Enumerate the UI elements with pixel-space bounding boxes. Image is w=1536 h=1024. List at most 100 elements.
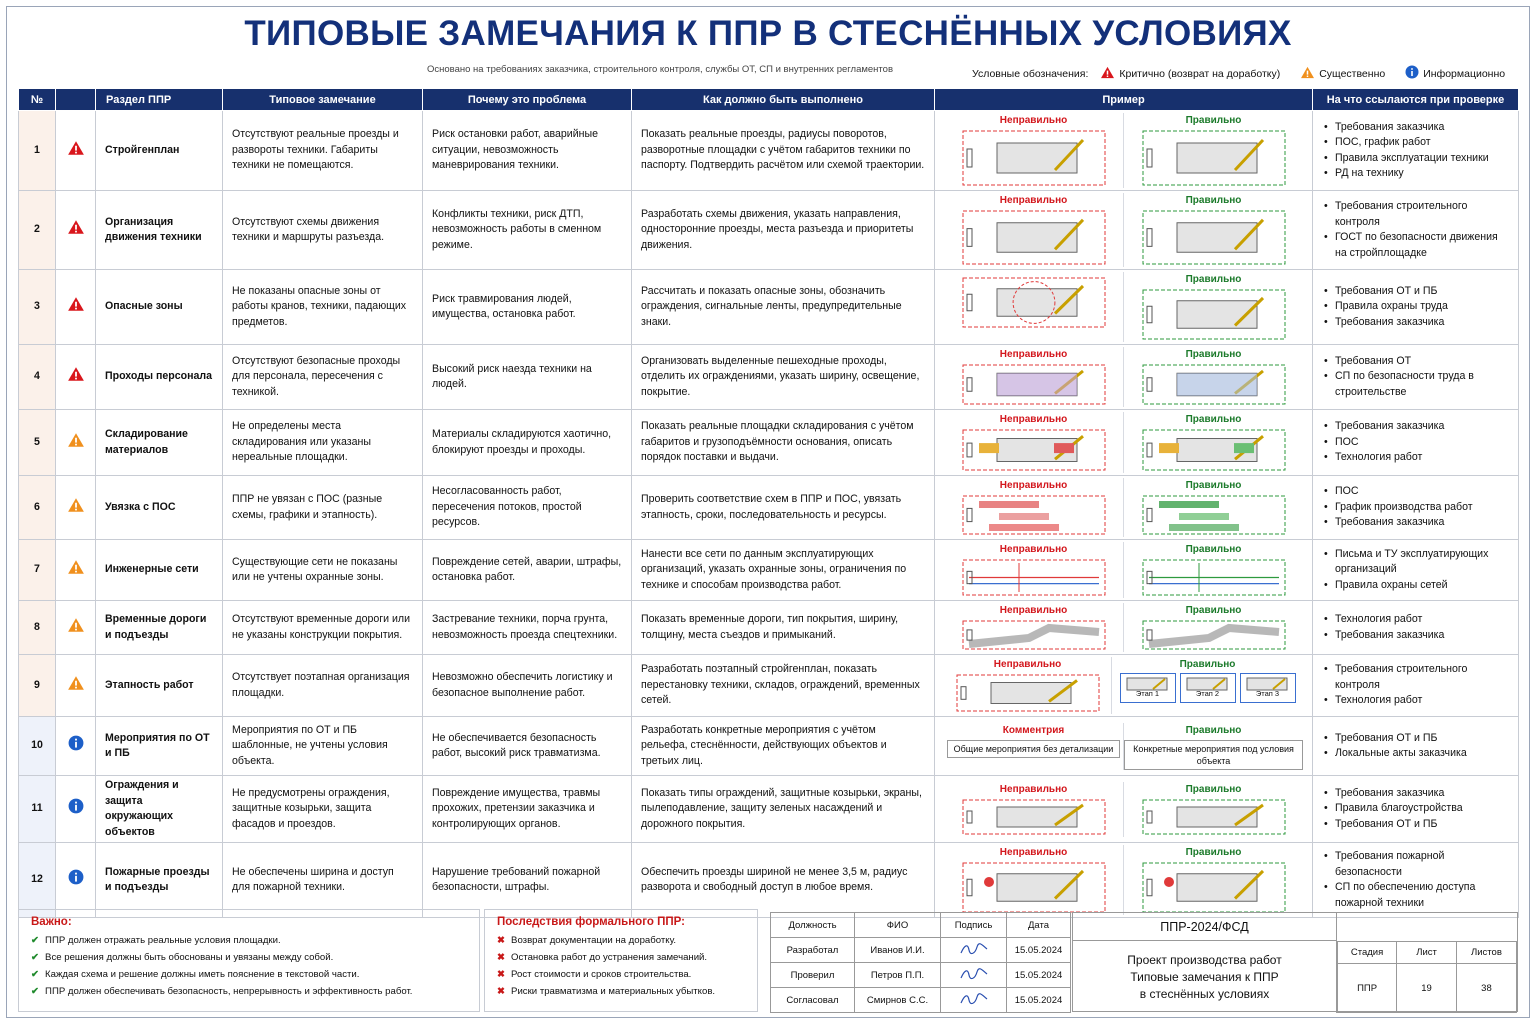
signature-row: Разработал Иванов И.И. 15.05.2024 — [770, 937, 1071, 963]
page-subtitle: Основано на требованиях заказчика, строи… — [427, 64, 893, 75]
row-number: 11 — [18, 775, 56, 843]
important-title: Важно: — [31, 916, 72, 928]
important-list: ✔ ППР должен отражать реальные условия пл… — [31, 932, 467, 1000]
problem-text: Материалы складируются хаотично, блокиру… — [422, 409, 632, 476]
consequences-title-a: Последствия формального — [497, 916, 658, 928]
col-header-example: Пример — [934, 88, 1313, 111]
problem-text: Не обеспечивается безопасность работ, вы… — [422, 716, 632, 776]
important-item-text: ППР должен отражать реальные условия пло… — [45, 935, 281, 946]
example-good: Правильно — [1124, 347, 1303, 407]
sig-name: Смирнов С.С. — [854, 987, 941, 1013]
references-cell: Требования заказчикаПОС, график работПра… — [1312, 110, 1519, 191]
example-good-label: Правильно — [1185, 724, 1242, 736]
reference-item: Правила охраны труда — [1322, 299, 1509, 315]
example-bad-label: Неправильно — [999, 847, 1068, 858]
section-name: Этапность работ — [95, 654, 223, 717]
table-row: 5 Складирование материалов Не определены м… — [18, 409, 1519, 476]
signature-row: Согласовал Смирнов С.С. 15.05.2024 — [770, 987, 1071, 1013]
reference-item: Требования ОТ и ПБ — [1322, 284, 1509, 300]
example-bad-label: Неправильно — [999, 195, 1068, 206]
document-name: Проект производства работ Типовые замеча… — [1073, 941, 1337, 1013]
sig-header-role: Должность — [770, 912, 855, 938]
info-blue-icon — [68, 869, 84, 888]
info-blue-icon — [68, 735, 84, 754]
example-bad-label: Неправильно — [999, 349, 1068, 360]
solution-text: Проверить соответствие схем в ППР и ПОС,… — [631, 475, 935, 540]
example-cell: Неправильно Правильно — [934, 110, 1313, 191]
important-block: Важно: ✔ ППР должен отражать реальные усл… — [18, 909, 480, 1012]
consequences-title: Последствия формального ППР: — [497, 916, 745, 928]
document-name-line: Типовые замечания к ППР — [1130, 969, 1279, 984]
warning-orange-icon — [67, 498, 85, 516]
document-code: ППР-2024/ФСД — [1073, 913, 1337, 941]
problem-text: Несогласованность работ, пересечения пот… — [422, 475, 632, 540]
reference-item: Требования заказчика — [1322, 419, 1509, 435]
legend-significant: Существенно — [1319, 67, 1386, 80]
reference-item: Технология работ — [1322, 450, 1509, 466]
example-good: Правильно — [1124, 272, 1303, 342]
row-number: 1 — [18, 110, 56, 191]
section-name: Стройгенплан — [95, 110, 223, 191]
section-name: Организация движения техники — [95, 190, 223, 270]
section-name: Инженерные сети — [95, 539, 223, 601]
example-good-label: Правильно — [1185, 195, 1242, 206]
example-bad: Комментрия Общие мероприятия без детализа… — [944, 722, 1124, 770]
references-cell: Требования ОТ и ПБЛокальные акты заказчи… — [1312, 716, 1519, 776]
example-good: Правильно Этап 1 Этап 2 Этап 3 — [1112, 657, 1303, 714]
cross-icon: ✖ — [497, 969, 506, 980]
consequence-item: ✖ Рост стоимости и сроков строительства. — [497, 966, 745, 983]
signature-icon — [959, 992, 989, 1009]
example-bad: Неправильно — [944, 478, 1124, 537]
signature-header-row: Должность ФИО Подпись Дата — [770, 912, 1071, 938]
row-number: 3 — [18, 269, 56, 345]
row-number: 12 — [18, 842, 56, 918]
reference-item: ГОСТ по безопасности движения на стройпл… — [1322, 230, 1509, 261]
table-row: 4 Проходы персонала Отсутствуют безопасные… — [18, 344, 1519, 410]
example-good-label: Правильно — [1185, 605, 1242, 616]
example-cell: Неправильно Правильно — [934, 539, 1313, 601]
reference-item: Правила благоустройства — [1322, 801, 1509, 817]
sig-date: 15.05.2024 — [1006, 962, 1071, 988]
warning-red-icon — [1100, 66, 1115, 82]
example-bad: Неправильно — [944, 845, 1124, 915]
example-cell: Неправильно Правильно — [934, 190, 1313, 270]
reference-item: ПОС, график работ — [1322, 135, 1509, 151]
stage-box: Этап 3 — [1239, 673, 1296, 703]
col-header-how: Как должно быть выполнено — [631, 88, 935, 111]
check-icon: ✔ — [31, 969, 40, 980]
reference-item: Требования ОТ — [1322, 354, 1509, 370]
col-header-section: Раздел ППР — [95, 88, 223, 111]
example-good: Правильно — [1124, 603, 1303, 652]
example-good: Правильно — [1124, 845, 1303, 915]
cross-icon: ✖ — [497, 935, 506, 946]
remark-text: Отсутствуют безопасные проходы для персо… — [222, 344, 423, 410]
solution-text: Показать реальные площадки складирования… — [631, 409, 935, 476]
example-cell: Комментрия Общие мероприятия без детализа… — [934, 716, 1313, 776]
reference-item: Правила эксплуатации техники — [1322, 151, 1509, 167]
example-good: Правильно — [1124, 478, 1303, 537]
example-bad: Неправильно — [944, 542, 1124, 598]
remark-text: Не предусмотрены ограждения, защитные ко… — [222, 775, 423, 843]
section-name: Временные дороги и подъезды — [95, 600, 223, 655]
sig-date: 15.05.2024 — [1006, 987, 1071, 1013]
remark-text: Не определены места складирования или ук… — [222, 409, 423, 476]
example-good-label: Правильно — [1185, 544, 1242, 555]
important-item: ✔ Все решения должны быть обоснованы и ув… — [31, 949, 467, 966]
example-bad: Неправильно — [944, 412, 1124, 473]
consequence-item-text: Возврат документации на доработку. — [511, 935, 677, 946]
section-name: Ограждения и защита окружающих объектов — [95, 775, 223, 843]
solution-text: Обеспечить проезды шириной не менее 3,5 … — [631, 842, 935, 918]
solution-text: Разработать схемы движения, указать напр… — [631, 190, 935, 270]
example-cell: Неправильно Правильно — [934, 344, 1313, 410]
col-header-num: № — [18, 88, 56, 111]
example-good: Правильно — [1124, 542, 1303, 598]
stage-label: Этап 1 — [1135, 688, 1160, 698]
remark-text: Не показаны опасные зоны от работы крано… — [222, 269, 423, 345]
reference-item: Письма и ТУ эксплуатирующих организаций — [1322, 547, 1509, 578]
problem-text: Невозможно обеспечить логистику и безопа… — [422, 654, 632, 717]
problem-text: Нарушение требований пожарной безопаснос… — [422, 842, 632, 918]
section-name: Проходы персонала — [95, 344, 223, 410]
example-bad: Неправильно — [944, 347, 1124, 407]
consequence-item: ✖ Риски травматизма и материальных убытко… — [497, 983, 745, 1000]
table-header-row: № Раздел ППР Типовое замечание Почему эт… — [18, 88, 1519, 111]
